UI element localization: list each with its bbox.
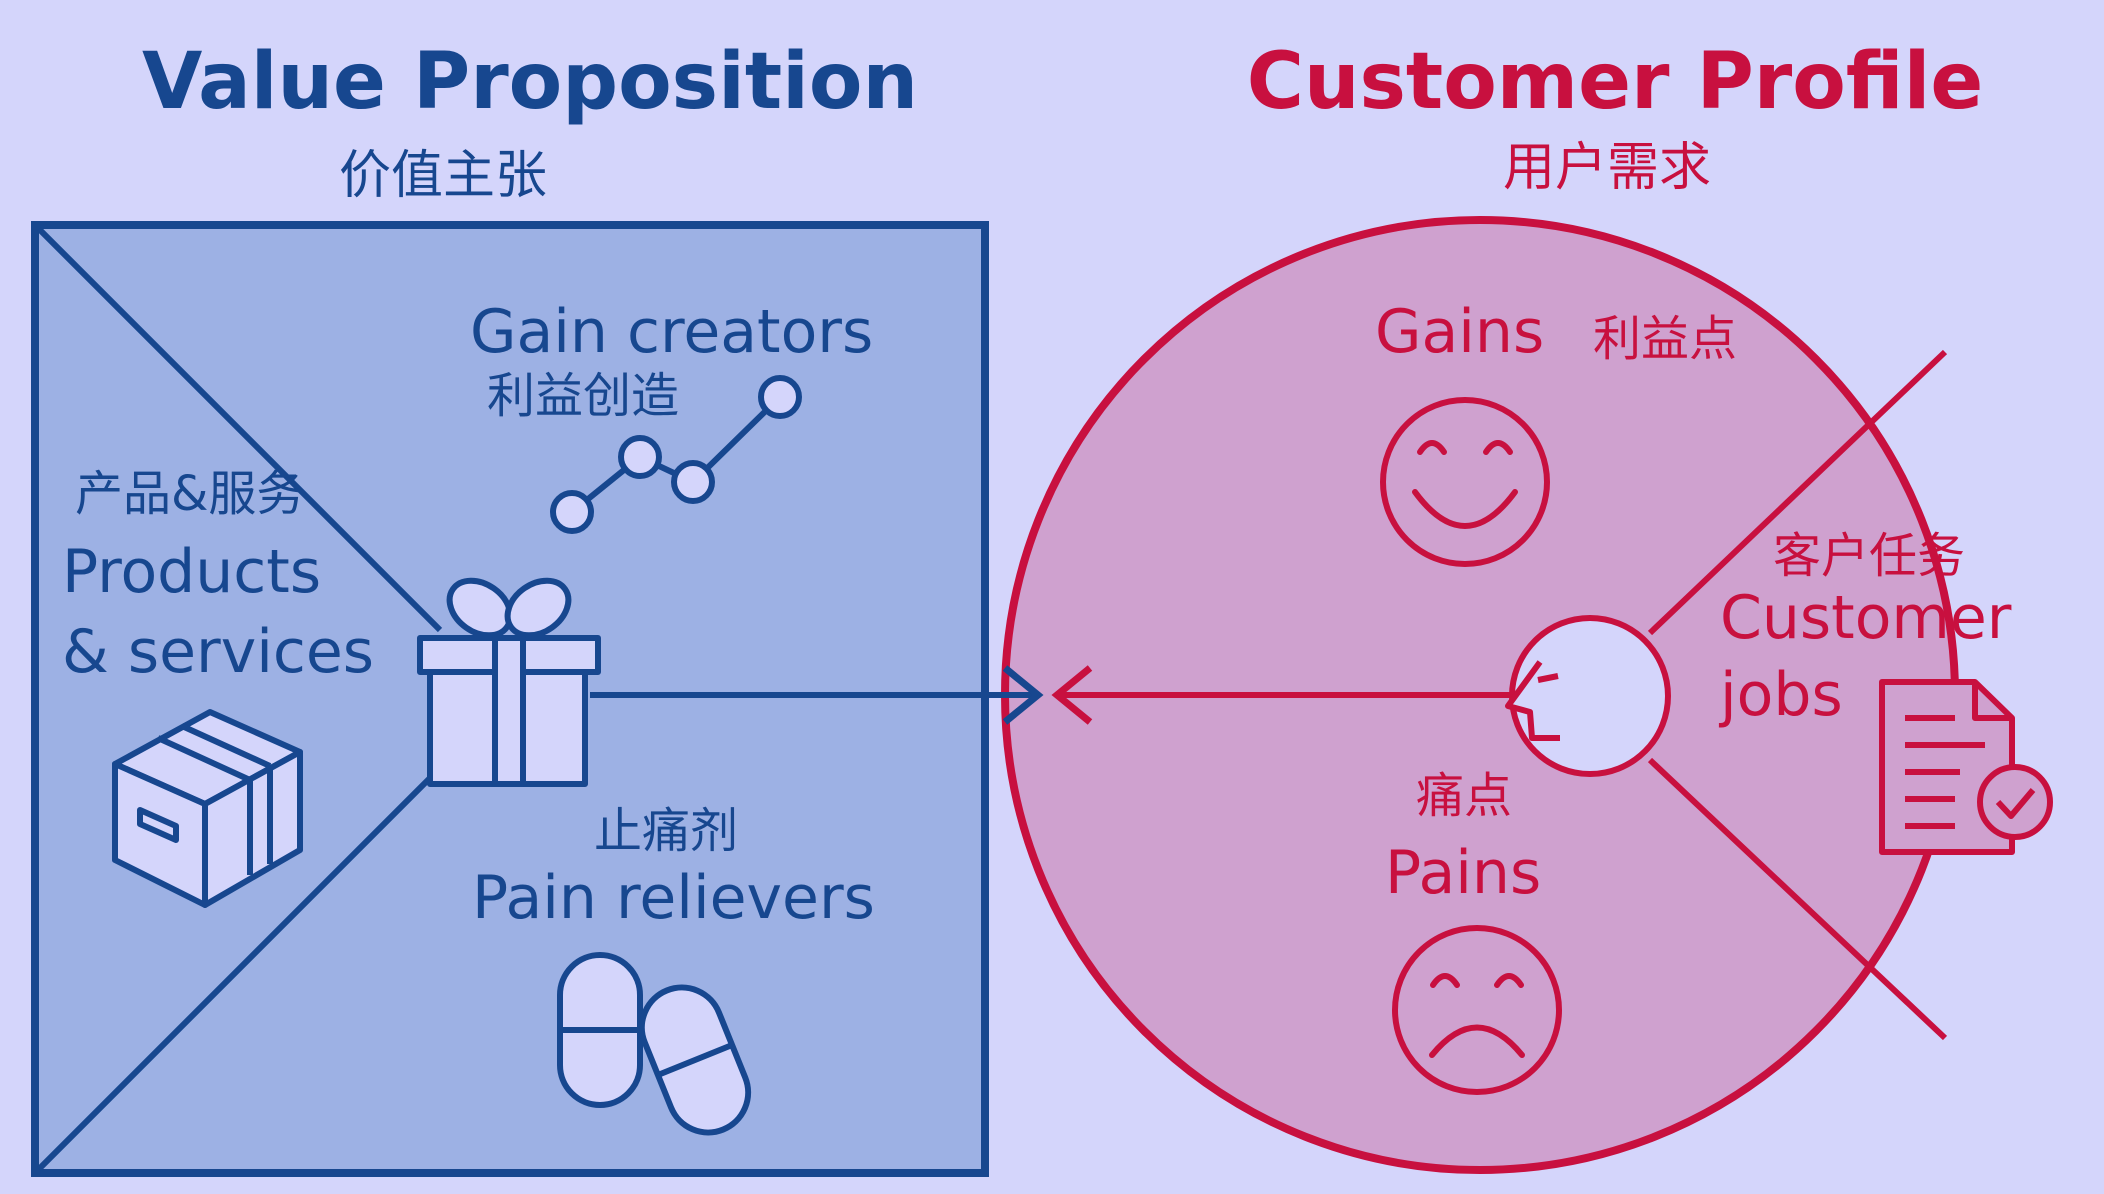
customer-head-icon — [1505, 615, 1671, 777]
smiley-face-icon — [1380, 397, 1550, 567]
divider-upper-right — [1647, 349, 1948, 636]
products-services-label-cn: 产品&服务 — [75, 466, 304, 522]
pain-relievers-label-cn: 止痛剂 — [594, 803, 738, 859]
sad-face-icon — [1392, 925, 1562, 1095]
customer-profile-title: Customer Profile — [1247, 37, 1984, 127]
gain-creators-label-cn: 利益创造 — [487, 368, 679, 424]
pains-label: Pains — [1385, 838, 1541, 908]
trend-line-icon — [550, 375, 802, 534]
pains-label-cn: 痛点 — [1416, 768, 1512, 824]
document-check-icon — [1879, 679, 2053, 855]
gains-label: Gains — [1375, 297, 1544, 367]
gain-creators-label: Gain creators — [470, 297, 873, 367]
box-icon — [112, 709, 303, 908]
value-proposition-subtitle: 价值主张 — [339, 146, 547, 206]
value-proposition-title: Value Proposition — [142, 37, 918, 127]
customer-jobs-label-line1: Customer — [1720, 583, 2012, 653]
diagonal-top — [36, 226, 443, 633]
customer-jobs-label-cn: 客户任务 — [1773, 528, 1965, 584]
diagonal-bottom — [36, 765, 443, 1172]
gift-icon — [417, 577, 601, 787]
customer-profile-subtitle: 用户需求 — [1503, 138, 1711, 198]
gains-label-cn: 利益点 — [1593, 311, 1737, 367]
double-arrow-icon — [590, 665, 1110, 725]
products-services-label-line2: & services — [62, 617, 374, 687]
divider-lower-right — [1647, 757, 1948, 1041]
products-services-label-line1: Products — [62, 537, 321, 607]
pills-icon — [557, 952, 752, 1136]
customer-jobs-label-line2: jobs — [1718, 660, 1843, 730]
pain-relievers-label: Pain relievers — [472, 863, 875, 933]
